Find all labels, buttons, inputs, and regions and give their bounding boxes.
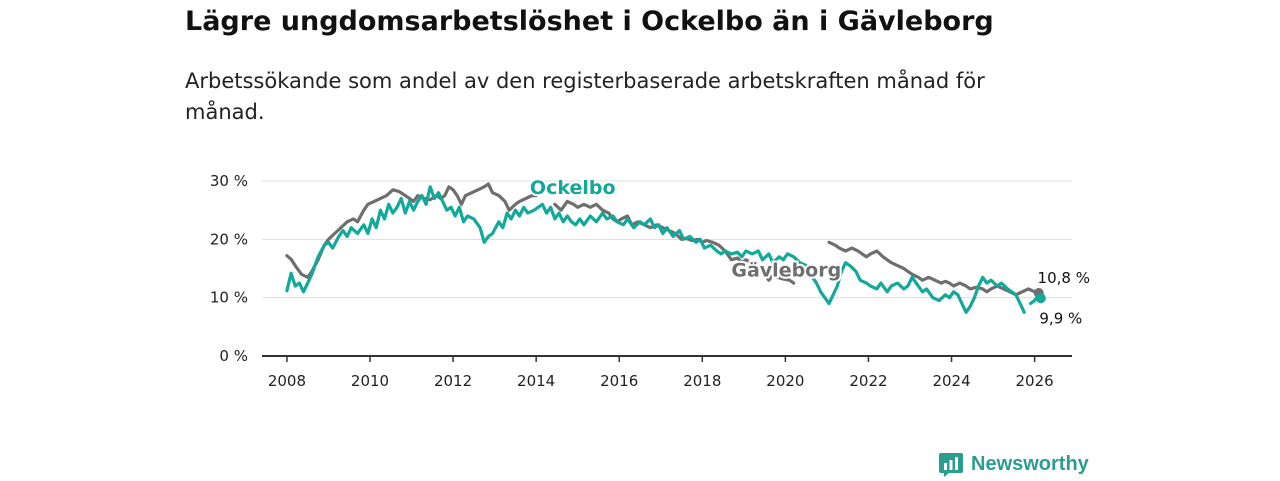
y-tick-label: 30 % <box>210 172 248 190</box>
x-tick-label: 2024 <box>932 372 970 390</box>
series-lines <box>285 182 1046 314</box>
chart-title: Lägre ungdomsarbetslöshet i Ockelbo än i… <box>185 6 994 37</box>
newsworthy-logo[interactable]: Newsworthy <box>938 447 1089 481</box>
x-tick-label: 2016 <box>600 372 638 390</box>
x-tick-label: 2022 <box>849 372 887 390</box>
grid-lines <box>262 180 1072 299</box>
end-value-gavleborg: 10,8 % <box>1038 269 1090 287</box>
x-tick-label: 2012 <box>434 372 472 390</box>
x-tick-label: 2010 <box>351 372 389 390</box>
chart-bars-icon <box>939 453 963 477</box>
chart-subtitle: Arbetssökande som andel av den registerb… <box>185 69 985 124</box>
x-tick-label: 2008 <box>268 372 306 390</box>
y-tick-label: 10 % <box>210 289 248 307</box>
end-value-ockelbo: 9,9 % <box>1039 309 1082 327</box>
y-tick-label: 0 % <box>219 347 248 365</box>
x-tick-label: 2014 <box>517 372 555 390</box>
series-label-ockelbo: Ockelbo <box>530 177 616 199</box>
x-tick-label: 2018 <box>683 372 721 390</box>
end-point-ockelbo <box>1035 293 1046 304</box>
series-line-gavleborg <box>827 240 1041 297</box>
line-chart: 0 % 10 % 20 % 30 % 2008 2010 2012 2014 2016 2018 2… <box>210 172 1090 390</box>
x-tick-label: 2020 <box>766 372 804 390</box>
series-line-gavleborg <box>285 182 538 279</box>
brand-name: Newsworthy <box>971 452 1089 475</box>
x-tick-label: 2026 <box>1016 372 1054 390</box>
y-tick-label: 20 % <box>210 230 248 248</box>
chart-labels: 0 % 10 % 20 % 30 % 2008 2010 2012 2014 2016 2018 2… <box>210 172 1090 390</box>
series-line-ockelbo <box>285 185 1026 314</box>
series-label-gavleborg: Gävleborg <box>731 260 841 282</box>
series-line-gavleborg <box>553 199 796 285</box>
axes <box>262 355 1072 362</box>
